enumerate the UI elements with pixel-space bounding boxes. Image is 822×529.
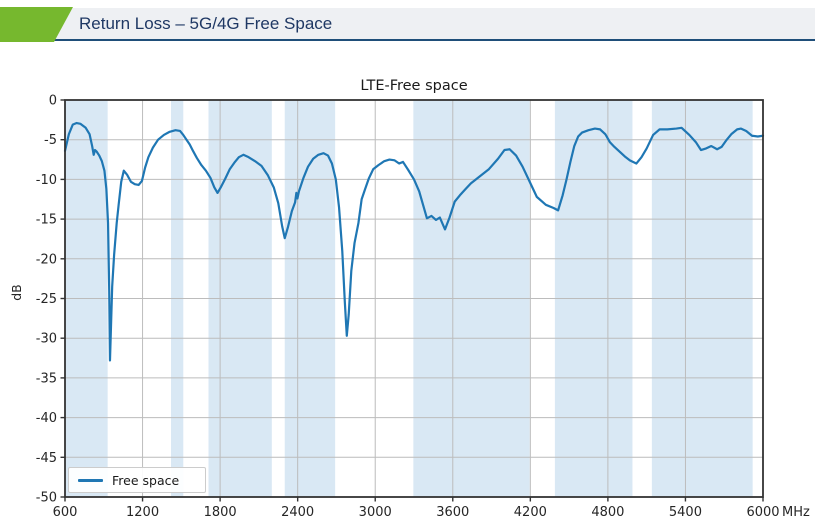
page-title: Return Loss – 5G/4G Free Space [79,14,333,33]
y-tick-label: -40 [36,411,57,426]
x-tick-label: 5400 [669,505,702,520]
x-tick-label: 2400 [281,505,314,520]
legend: Free space [68,467,206,493]
y-tick-label: -25 [36,292,57,307]
y-tick-label: -45 [36,451,57,466]
legend-line-sample [78,478,103,482]
legend-label: Free space [112,472,180,488]
y-tick-label: -5 [44,133,57,148]
y-tick-label: -30 [36,332,57,347]
x-axis-unit: MHz [782,505,810,520]
y-tick-label: -50 [36,491,57,506]
y-tick-label: -10 [36,173,57,188]
header [0,8,815,41]
return-loss-chart: 600 1200 1800 2400 3000 3600 4200 4800 5400 6000 M… [36,94,810,521]
series-line [63,121,765,362]
x-tick-label: 1800 [204,505,237,520]
x-tick-label: 4800 [591,505,624,520]
x-tick-label: 1200 [126,505,159,520]
x-tick-label: 3000 [359,505,392,520]
chart-title: LTE-Free space [360,78,468,94]
y-tick-label: -35 [36,371,57,386]
y-axis-label: dB [8,284,24,301]
x-tick-label: 4200 [514,505,547,520]
y-tick-label: -20 [36,252,57,267]
chart-area: 600 1200 1800 2400 3000 3600 4200 4800 5400 6000 M… [0,60,822,529]
y-tick-label: -15 [36,213,57,228]
x-tick-label: 600 [53,505,78,520]
x-tick-label: 6000 [746,505,779,520]
y-tick-label: 0 [49,94,57,109]
x-tick-label: 3600 [436,505,469,520]
